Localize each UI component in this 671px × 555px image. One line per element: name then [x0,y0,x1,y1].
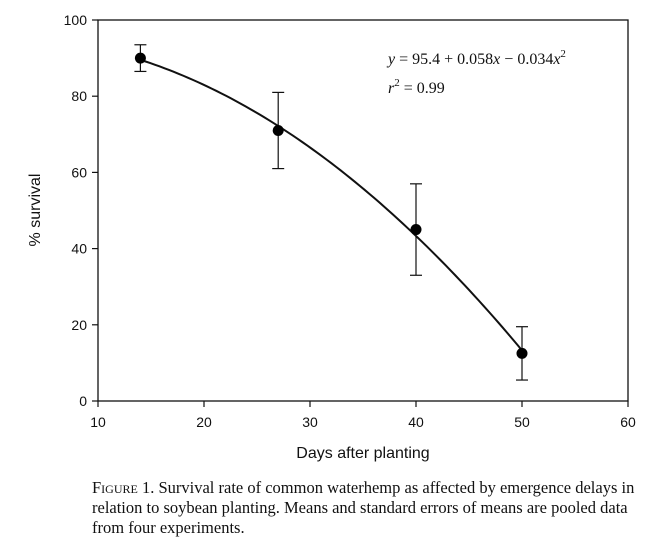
x-tick-label-20: 20 [196,414,212,430]
figure-label: Figure 1. [92,478,155,497]
y-tick-label-100: 100 [64,12,88,28]
x-tick-label-30: 30 [302,414,318,430]
y-tick-label-80: 80 [71,88,87,104]
data-point-1 [272,124,284,136]
x-tick-label-40: 40 [408,414,424,430]
x-tick-label-60: 60 [620,414,636,430]
plot-area: 10 20 30 40 50 60 0 20 40 60 80 100 [64,12,636,430]
caption-text: Survival rate of common waterhemp as aff… [92,478,635,537]
y-tick-label-40: 40 [71,241,87,257]
survival-chart: 10 20 30 40 50 60 0 20 40 60 80 100 Days after plan… [27,12,636,462]
x-tick-label-50: 50 [514,414,530,430]
r-squared-label: r2 = 0.99 [388,77,445,97]
x-tick-label-10: 10 [90,414,106,430]
y-tick-label-0: 0 [79,393,87,409]
figure-caption: Figure 1. Survival rate of common waterh… [92,478,652,538]
y-tick-label-20: 20 [71,317,87,333]
y-tick-label-60: 60 [71,164,87,180]
x-axis-title: Days after planting [296,445,429,462]
y-axis-title: % survival [27,174,44,247]
data-point-3 [516,347,528,359]
regression-equation: y = 95.4 + 0.058x − 0.034x2 [386,48,566,68]
data-point-0 [134,52,146,64]
fitted-curve [140,58,523,351]
plot-frame [97,19,629,402]
data-point-2 [410,224,422,236]
